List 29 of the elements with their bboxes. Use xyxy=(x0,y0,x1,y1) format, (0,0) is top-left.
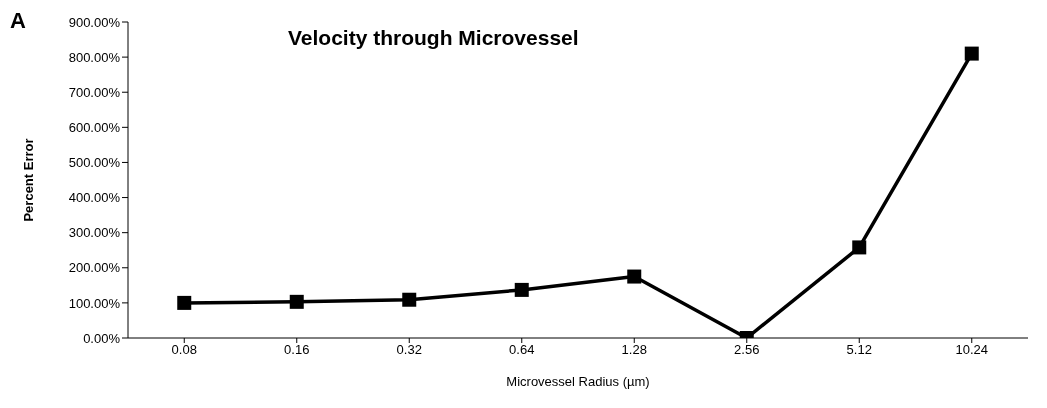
point xyxy=(177,295,192,310)
x-tick-label: 5.12 xyxy=(846,342,872,358)
x-tick-label: 1.28 xyxy=(621,342,647,358)
y-tick-label: 200.00% xyxy=(68,260,121,276)
y-tick-label: 400.00% xyxy=(68,190,121,206)
point xyxy=(514,282,529,297)
point xyxy=(627,269,642,284)
y-tick-label: 900.00% xyxy=(68,14,121,30)
text: A xyxy=(10,8,26,34)
point xyxy=(852,240,867,255)
y-tick-label: 300.00% xyxy=(68,225,121,241)
x-axis-title: Microvessel Radius (µm) xyxy=(506,374,650,389)
x-tick-label: 10.24 xyxy=(955,342,989,358)
x-tick-label: 0.32 xyxy=(396,342,422,358)
y-tick-label: 600.00% xyxy=(68,119,121,135)
point xyxy=(402,292,417,307)
y-tick-label: 800.00% xyxy=(68,49,121,65)
y-tick-label: 100.00% xyxy=(68,295,121,311)
y-tick-label: 500.00% xyxy=(68,155,121,171)
y-axis-title: Percent Error xyxy=(20,138,36,222)
x-tick-label: 2.56 xyxy=(734,342,760,358)
point xyxy=(289,294,304,309)
y-tick-label: 700.00% xyxy=(68,84,121,100)
y-tick-label: 0.00% xyxy=(83,330,121,346)
x-tick-label: 0.64 xyxy=(509,342,535,358)
x-tick-label: 0.08 xyxy=(171,342,197,358)
x-tick-label: 0.16 xyxy=(284,342,310,358)
point xyxy=(964,46,979,61)
chart-title: Velocity through Microvessel xyxy=(288,26,579,50)
